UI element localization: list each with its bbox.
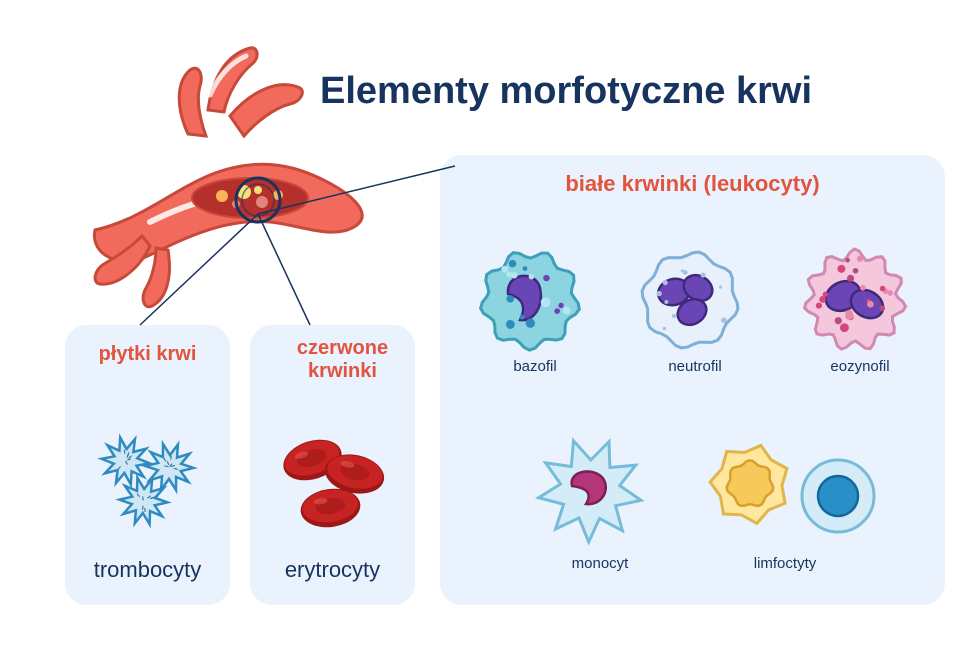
- label-neutrophil: neutrofil: [650, 358, 740, 375]
- main-title: Elementy morfotyczne krwi: [320, 70, 812, 113]
- panel-wbc: białe krwinki (leukocyty): [440, 155, 945, 605]
- leader-line: [258, 166, 455, 214]
- panel-rbc-sub: erytrocyty: [250, 557, 415, 583]
- infographic-stage: Elementy morfotyczne krwi płytki krwi tr…: [0, 0, 980, 650]
- label-lymphocytes: limfoctyty: [740, 555, 830, 572]
- label-basophil: bazofil: [490, 358, 580, 375]
- panel-platelets-sub: trombocyty: [65, 557, 230, 583]
- leader-line: [258, 214, 310, 325]
- label-monocyte: monocyt: [555, 555, 645, 572]
- panel-wbc-title: białe krwinki (leukocyty): [440, 171, 945, 197]
- panel-platelets-title: płytki krwi: [65, 343, 230, 366]
- panel-platelets: płytki krwi trombocyty: [65, 325, 230, 605]
- panel-rbc-title: czerwone krwinki: [250, 337, 435, 383]
- leader-line: [140, 214, 258, 325]
- label-eosinophil: eozynofil: [815, 358, 905, 375]
- panel-rbc: czerwone krwinki erytrocyty: [250, 325, 415, 605]
